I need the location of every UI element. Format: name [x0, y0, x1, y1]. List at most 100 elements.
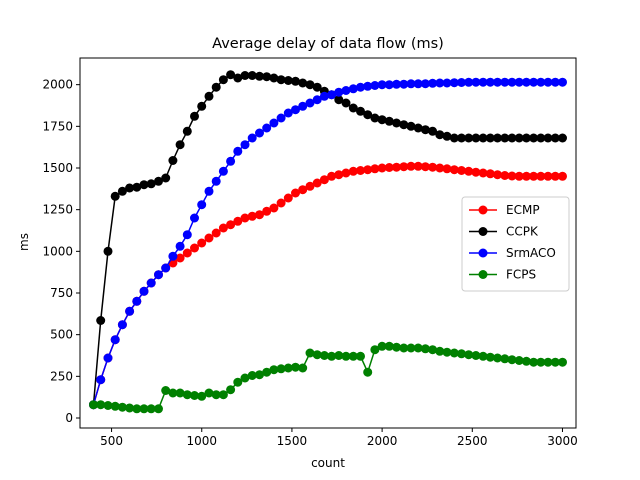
data-point	[305, 181, 315, 191]
data-point	[182, 126, 192, 136]
data-point	[283, 193, 293, 203]
data-point	[175, 253, 185, 263]
data-point	[449, 165, 459, 175]
data-point	[428, 345, 438, 355]
data-point	[543, 77, 553, 87]
data-point	[190, 243, 199, 253]
data-point	[442, 347, 452, 357]
data-point	[96, 316, 106, 325]
data-point	[204, 91, 214, 101]
x-tick-label: 1000	[186, 434, 217, 448]
data-point	[529, 133, 539, 143]
x-tick-label: 500	[100, 434, 123, 448]
data-point	[291, 105, 300, 115]
data-point	[305, 98, 315, 108]
data-point	[276, 364, 286, 374]
data-point	[392, 342, 401, 352]
data-point	[471, 167, 481, 177]
legend-swatch-marker	[478, 270, 488, 279]
data-point	[493, 353, 502, 363]
data-point	[370, 164, 380, 174]
chart-title: Average delay of data flow (ms)	[212, 36, 444, 52]
data-point	[125, 306, 135, 316]
y-tick-label: 250	[50, 369, 73, 383]
y-tick-label: 1750	[42, 119, 73, 133]
legend-label: FCPS	[506, 268, 536, 282]
data-point	[377, 80, 387, 90]
data-point	[168, 156, 178, 165]
data-point	[399, 120, 409, 130]
data-point	[117, 320, 127, 330]
data-point	[154, 270, 163, 280]
data-point	[356, 82, 365, 92]
data-point	[262, 206, 272, 216]
data-point	[283, 108, 293, 118]
data-point	[110, 191, 120, 201]
data-point	[377, 341, 387, 351]
data-point	[204, 186, 214, 196]
data-point	[464, 77, 474, 87]
legend-item-srmaco: SrmACO	[469, 246, 556, 260]
data-point	[493, 170, 502, 180]
data-point	[226, 156, 236, 166]
data-point	[269, 203, 279, 213]
data-point	[226, 70, 236, 80]
data-point	[218, 223, 228, 233]
x-tick-label: 2500	[457, 434, 488, 448]
data-point	[168, 251, 178, 261]
data-point	[507, 171, 517, 181]
data-point	[435, 346, 445, 356]
data-point	[182, 248, 192, 258]
data-point	[529, 357, 539, 367]
data-point	[334, 170, 344, 180]
legend: ECMP CCPK SrmACO FCPS	[461, 196, 570, 292]
data-point	[125, 183, 135, 193]
data-point	[319, 91, 329, 101]
data-point	[226, 385, 236, 395]
data-point	[319, 175, 329, 185]
data-point	[255, 210, 264, 220]
data-point	[190, 111, 199, 121]
data-point	[478, 133, 488, 143]
data-point	[420, 125, 430, 135]
data-point	[514, 356, 524, 365]
data-point	[182, 230, 192, 240]
data-point	[89, 400, 98, 410]
legend-item-ecmp: ECMP	[469, 203, 540, 217]
data-point	[139, 286, 149, 296]
data-point	[348, 351, 358, 361]
data-point	[291, 362, 300, 372]
data-point	[211, 176, 221, 186]
legend-label: SrmACO	[506, 246, 556, 260]
data-point	[197, 101, 207, 111]
data-point	[132, 404, 142, 414]
data-point	[420, 79, 430, 89]
data-point	[211, 82, 221, 92]
data-point	[457, 349, 466, 359]
data-point	[442, 164, 452, 174]
legend-swatch-marker	[478, 205, 488, 215]
data-point	[521, 356, 531, 366]
data-point	[348, 84, 358, 94]
y-tick-label: 1500	[42, 161, 73, 175]
data-point	[399, 162, 409, 172]
data-point	[334, 95, 344, 105]
data-point	[197, 238, 207, 248]
data-point	[457, 78, 466, 87]
data-point	[291, 76, 300, 86]
data-point	[154, 404, 163, 414]
data-point	[175, 140, 185, 150]
x-axis-label: count	[311, 456, 345, 470]
data-point	[146, 179, 156, 189]
data-point	[449, 78, 459, 88]
data-point	[255, 71, 264, 81]
data-point	[190, 213, 199, 223]
data-point	[449, 133, 459, 143]
data-point	[543, 133, 553, 143]
data-point	[139, 404, 149, 414]
data-point	[558, 133, 567, 143]
data-point	[500, 133, 510, 143]
data-point	[341, 98, 351, 108]
data-point	[161, 173, 171, 183]
